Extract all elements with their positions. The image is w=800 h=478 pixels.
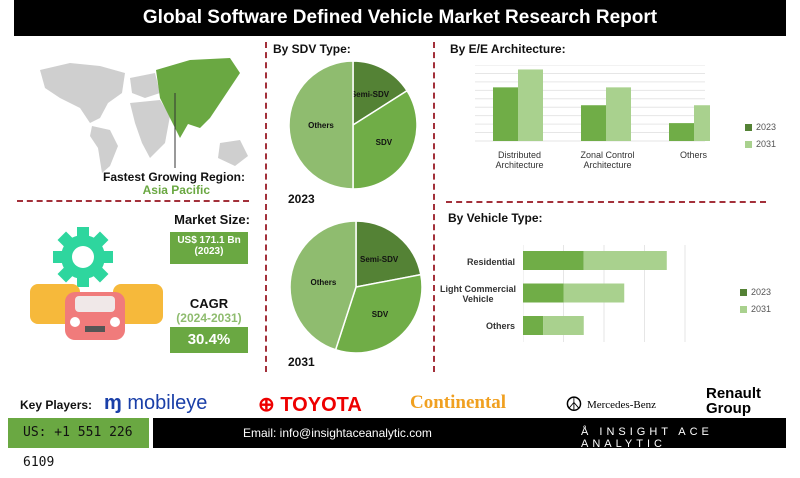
region-value: Asia Pacific	[142, 183, 210, 197]
pie-label: Semi-SDV	[360, 255, 399, 264]
divider	[17, 200, 249, 202]
vehicle-category-label: Light Commercial Vehicle	[439, 284, 516, 304]
region-label: Fastest Growing Region:	[102, 170, 245, 184]
legend-2023: 2023	[740, 287, 771, 297]
legend-2031: 2031	[745, 139, 776, 149]
pie-label: SDV	[372, 310, 389, 319]
cagr-label: CAGR	[189, 296, 229, 311]
logo-mobileye: ɱ mobileye	[104, 392, 208, 414]
bar-2031	[518, 69, 543, 141]
pie-label: Others	[311, 278, 337, 287]
ee-bar-chart	[475, 65, 710, 142]
divider	[446, 201, 766, 203]
ee-category-label: Others	[679, 150, 707, 160]
brand-logo: Å INSIGHT ACE ANALYTIC	[581, 426, 713, 450]
cagr-value: 30.4%	[170, 327, 248, 353]
gear-cars-illustration	[30, 227, 163, 340]
vehicle-title: By Vehicle Type:	[448, 211, 543, 225]
car-icon	[30, 284, 163, 340]
cagr-period: (2024-2031)	[176, 311, 242, 325]
bar-2023	[523, 316, 544, 335]
bar-2031	[694, 105, 710, 141]
footer-bar: Email: info@insightaceanalytic.com Å INS…	[153, 418, 786, 450]
vehicle-category-label: Others	[485, 321, 515, 331]
world-map	[40, 58, 248, 173]
pie-slice-others	[288, 60, 354, 190]
logo-mercedes: ☮ Mercedes-Benz	[565, 394, 656, 416]
gear-icon	[53, 227, 113, 287]
legend-2023: 2023	[745, 122, 776, 132]
ee-title: By E/E Architecture:	[450, 42, 566, 56]
divider	[265, 42, 267, 372]
pie-slice-sdv	[352, 89, 418, 190]
bar-2023	[523, 283, 564, 303]
market-size-label: Market Size:	[174, 212, 250, 227]
email-link[interactable]: Email: info@insightaceanalytic.com	[243, 426, 432, 440]
phone[interactable]: US: +1 551 226 6109	[8, 418, 149, 470]
sdv-title: By SDV Type:	[273, 42, 351, 56]
legend-2031: 2031	[740, 304, 771, 314]
key-players-label: Key Players:	[20, 398, 93, 412]
pie-label: Semi-SDV	[351, 90, 390, 99]
pie-slice-semi-sdv	[352, 60, 409, 127]
pie-label: SDV	[376, 138, 393, 147]
pie-slice-semi-sdv	[355, 220, 422, 288]
vehicle-category-label: Residential	[466, 257, 515, 267]
pie-label: Others	[308, 121, 334, 130]
divider	[433, 42, 435, 372]
bar-2031	[583, 251, 667, 270]
bar-2023	[669, 123, 694, 141]
bar-2023	[523, 251, 584, 270]
bar-2031	[543, 316, 584, 335]
market-size-year: (2023)	[194, 246, 224, 257]
market-size-box: US$ 171.1 Bn (2023)	[170, 232, 248, 264]
pie-year-2023: 2023	[288, 192, 315, 206]
bar-2023	[493, 87, 518, 141]
bar-2031	[606, 87, 631, 141]
ee-category-label: Zonal Control Architecture	[580, 150, 635, 170]
pie-slice-sdv	[334, 273, 423, 354]
logo-continental: Continental	[410, 392, 507, 413]
ee-category-label: Distributed Architecture	[495, 150, 544, 170]
bar-2031	[563, 283, 625, 303]
pie-slice-others	[289, 220, 357, 351]
sdv-pie-charts: Semi-SDV SDV Others Semi-SDV SDV Others	[288, 60, 423, 354]
vehicle-bar-chart	[523, 245, 686, 342]
page-title: Global Software Defined Vehicle Market R…	[14, 0, 786, 36]
logo-toyota: ⊕ TOYOTA	[258, 394, 362, 416]
bar-2023	[581, 105, 606, 141]
logo-renault: Renault Group	[706, 385, 762, 417]
market-size-value: US$ 171.1 Bn	[177, 235, 241, 246]
pie-year-2031: 2031	[288, 355, 315, 369]
